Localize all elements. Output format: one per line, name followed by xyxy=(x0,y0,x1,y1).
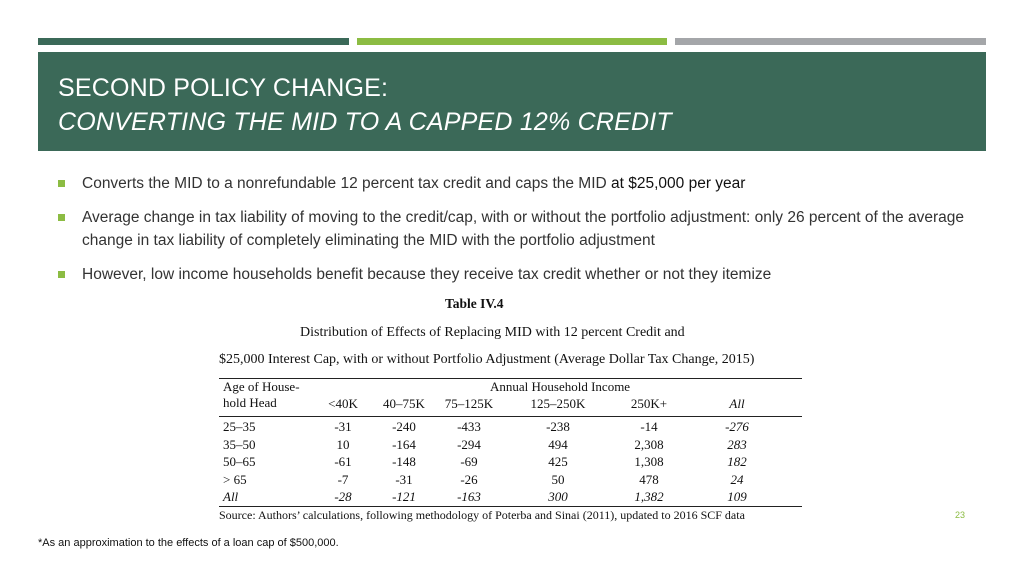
table-cell: 109 xyxy=(727,489,747,504)
table-cell: -61 xyxy=(334,454,352,469)
table-cell: 478 xyxy=(639,471,659,487)
table-cell: 494 xyxy=(548,436,568,452)
table-cell: -294 xyxy=(457,436,481,452)
bullet-item: However, low income households benefit b… xyxy=(58,263,968,286)
row-label: All xyxy=(223,489,239,504)
table-cell: 24 xyxy=(730,471,744,487)
table-cell: 283 xyxy=(727,436,747,452)
column-header: All xyxy=(729,396,745,411)
table-source: Source: Authors’ calculations, following… xyxy=(219,508,745,522)
slide-subtitle: CONVERTING THE MID TO A CAPPED 12% CREDI… xyxy=(58,108,672,136)
bullet-text: However, low income households benefit b… xyxy=(82,266,772,283)
table-caption-line2: $25,000 Interest Cap, with or without Po… xyxy=(219,352,755,367)
table-cell: -69 xyxy=(460,454,478,469)
page-number: 23 xyxy=(955,510,966,520)
table-cell: -148 xyxy=(392,454,416,469)
table-cell: -7 xyxy=(337,471,349,487)
bullet-text: Average change in tax liability of movin… xyxy=(82,209,965,249)
bullet-item: Converts the MID to a nonrefundable 12 p… xyxy=(58,172,968,195)
table-cell: -26 xyxy=(460,471,478,487)
row-label: 50–65 xyxy=(223,454,256,469)
bullet-emphasis: at $25,000 per year xyxy=(611,175,746,192)
bullet-square-icon xyxy=(58,180,65,187)
accent-bar-dark-green xyxy=(38,38,349,45)
row-header-line1: Age of House- xyxy=(223,379,300,394)
table-cell: 300 xyxy=(548,489,568,504)
slide-title: SECOND POLICY CHANGE: xyxy=(58,74,389,102)
row-label: > 65 xyxy=(223,471,247,487)
table-cell: 1,308 xyxy=(634,454,664,469)
table-caption-line1: Distribution of Effects of Replacing MID… xyxy=(300,325,685,340)
table-cell: -164 xyxy=(392,436,416,452)
accent-bar-light-green xyxy=(357,38,667,45)
column-header: 250K+ xyxy=(630,396,668,411)
column-header: 75–125K xyxy=(444,396,494,411)
group-header: Annual Household Income xyxy=(490,379,631,394)
table-rule-top xyxy=(219,378,802,379)
bullet-square-icon xyxy=(58,271,65,278)
column-header: 125–250K xyxy=(530,396,586,411)
bullet-text: Converts the MID to a nonrefundable 12 p… xyxy=(82,175,612,192)
row-header: Age of House- hold Head xyxy=(223,379,300,411)
footnote: *As an approximation to the effects of a… xyxy=(38,537,339,549)
bullet-square-icon xyxy=(58,214,65,221)
table-rule-mid xyxy=(219,416,802,417)
table-cell: -238 xyxy=(546,419,570,434)
table-cell: -14 xyxy=(640,419,658,434)
bullet-list: Converts the MID to a nonrefundable 12 p… xyxy=(58,172,968,297)
table-cell: 425 xyxy=(548,454,568,469)
row-label: 35–50 xyxy=(223,436,256,452)
table-cell: 50 xyxy=(551,471,565,487)
row-header-line2: hold Head xyxy=(223,395,277,410)
table-cell: -121 xyxy=(392,489,416,504)
accent-bar-gray xyxy=(675,38,986,45)
table-cell: -28 xyxy=(334,489,352,504)
table-cell: -31 xyxy=(334,419,352,434)
table-cell: -240 xyxy=(392,419,416,434)
table-cell: 2,308 xyxy=(634,436,664,452)
column-header: 40–75K xyxy=(383,396,425,411)
table-cell: 182 xyxy=(727,454,747,469)
table-cell: 10 xyxy=(336,436,350,452)
table-rule-bottom xyxy=(219,506,802,507)
table-cell: -433 xyxy=(457,419,481,434)
table-cell: -31 xyxy=(395,471,413,487)
column-header: <40K xyxy=(328,396,358,411)
table-cell: -163 xyxy=(457,489,481,504)
table-cell: -276 xyxy=(725,419,749,434)
title-banner: SECOND POLICY CHANGE: CONVERTING THE MID… xyxy=(38,52,986,151)
bullet-item: Average change in tax liability of movin… xyxy=(58,206,968,252)
row-label: 25–35 xyxy=(223,419,256,434)
table-cell: 1,382 xyxy=(634,489,664,504)
table-label: Table IV.4 xyxy=(445,296,504,311)
